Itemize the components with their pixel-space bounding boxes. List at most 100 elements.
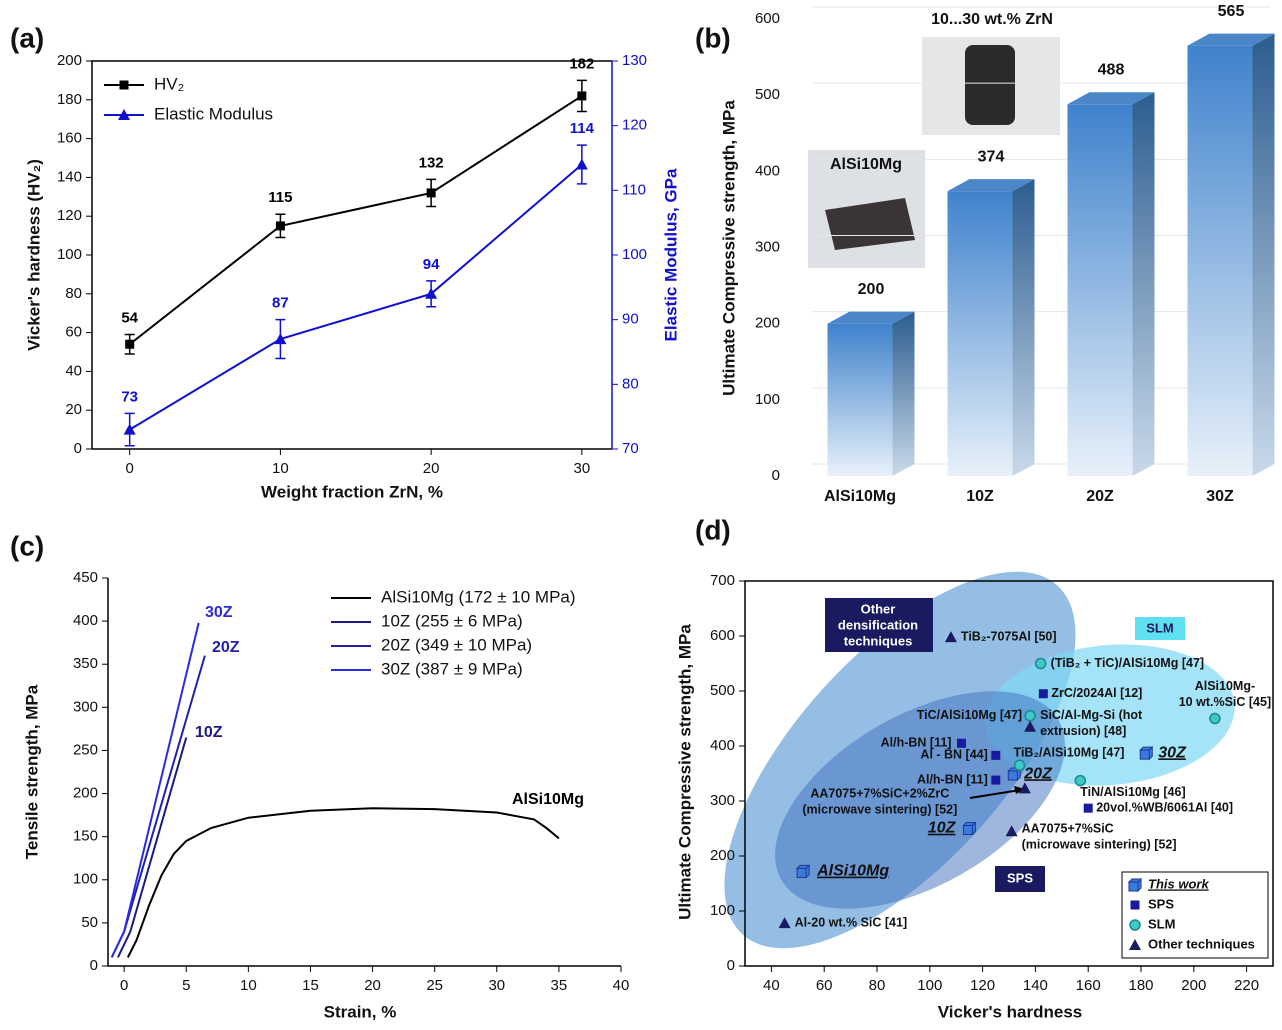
annotation: AlSi10Mg bbox=[830, 156, 902, 173]
x-tick-label: 40 bbox=[613, 977, 630, 994]
data-label: 132 bbox=[419, 154, 444, 171]
bar-side bbox=[1253, 34, 1275, 476]
y2-tick-label: 120 bbox=[622, 117, 647, 134]
panel-label: (a) bbox=[10, 22, 44, 53]
y2-tick-label: 110 bbox=[622, 181, 646, 198]
data-label: 87 bbox=[272, 295, 289, 312]
y2-tick-label: 70 bbox=[622, 440, 639, 457]
y-tick-label: 300 bbox=[710, 792, 735, 809]
data-label: 488 bbox=[1098, 62, 1125, 79]
data-label: 115 bbox=[268, 189, 292, 206]
marker bbox=[120, 81, 129, 90]
legend-label: 30Z (387 ± 9 MPa) bbox=[381, 659, 523, 678]
legend-label: SLM bbox=[1148, 916, 1175, 931]
region-label: SPS bbox=[1007, 870, 1033, 885]
marker bbox=[1036, 659, 1046, 669]
series-line bbox=[130, 164, 582, 429]
y-tick-label: 500 bbox=[710, 682, 735, 699]
x-tick-label: 80 bbox=[869, 977, 886, 994]
panel-label: (c) bbox=[10, 530, 44, 561]
y2-axis-label: Elastic Modulus, GPa bbox=[661, 168, 680, 341]
y-tick-label: 0 bbox=[90, 957, 98, 974]
region-label: SLM bbox=[1146, 620, 1173, 635]
x-tick-label: 10 bbox=[240, 977, 257, 994]
y-tick-label: 150 bbox=[73, 828, 98, 845]
point-label: AA7075+7%SiC+2%ZrC bbox=[810, 787, 949, 801]
y-tick-label: 200 bbox=[755, 315, 780, 332]
point-label: TiC/AlSi10Mg [47] bbox=[917, 708, 1022, 722]
x-tick-label: 60 bbox=[816, 977, 833, 994]
photo-sample bbox=[965, 45, 1015, 125]
point-label: TiB₂-7075Al [50] bbox=[961, 629, 1057, 643]
x-tick-label: 10 bbox=[272, 460, 289, 477]
marker bbox=[1084, 804, 1093, 813]
point-label: (TiB₂ + TiC)/AlSi10Mg [47] bbox=[1051, 656, 1204, 670]
marker bbox=[963, 823, 975, 835]
point-label: AA7075+7%SiC bbox=[1022, 822, 1114, 836]
marker bbox=[797, 865, 809, 877]
point-label: ZrC/2024Al [12] bbox=[1051, 686, 1142, 700]
panel-label: (b) bbox=[695, 22, 731, 53]
y-tick-label: 20 bbox=[65, 401, 82, 418]
x-tick-label: 220 bbox=[1234, 977, 1259, 994]
x-tick-label: 0 bbox=[126, 460, 134, 477]
y-tick-label: 120 bbox=[57, 207, 82, 224]
marker bbox=[577, 91, 586, 100]
point-label: 10Z bbox=[928, 820, 957, 837]
region-label: Other bbox=[861, 601, 896, 616]
y2-tick-label: 80 bbox=[622, 375, 639, 392]
y-tick-label: 60 bbox=[65, 324, 82, 341]
y-tick-label: 0 bbox=[772, 467, 780, 484]
y-tick-label: 100 bbox=[710, 902, 735, 919]
y-tick-label: 300 bbox=[755, 238, 780, 255]
marker bbox=[124, 424, 136, 435]
x-tick-label: 0 bbox=[120, 977, 128, 994]
y-tick-label: 100 bbox=[57, 246, 82, 263]
x-tick-label: 40 bbox=[763, 977, 780, 994]
bar bbox=[828, 324, 893, 476]
y-tick-label: 180 bbox=[57, 91, 82, 108]
series-line bbox=[112, 656, 205, 958]
point-label: extrusion) [48] bbox=[1040, 724, 1126, 738]
x-axis-label: Vicker's hardness bbox=[938, 1002, 1083, 1021]
y-tick-label: 80 bbox=[65, 285, 82, 302]
marker bbox=[991, 776, 1000, 785]
point-label: Al/h-BN [11] bbox=[917, 772, 988, 786]
y-tick-label: 400 bbox=[755, 162, 780, 179]
y2-tick-label: 100 bbox=[622, 246, 647, 263]
y-tick-label: 100 bbox=[755, 391, 780, 408]
y-axis-label: Ultimate Compressive strength, MPa bbox=[719, 100, 738, 396]
y2-tick-label: 130 bbox=[622, 52, 647, 69]
marker bbox=[576, 158, 588, 169]
x-axis-label: Strain, % bbox=[324, 1002, 397, 1021]
axis-frame bbox=[108, 578, 621, 966]
point-label: 30Z bbox=[1158, 744, 1187, 761]
y2-tick-label: 90 bbox=[622, 311, 639, 328]
y-tick-label: 450 bbox=[73, 569, 98, 586]
data-label: 374 bbox=[978, 148, 1005, 165]
point-label: (microwave sintering) [52] bbox=[802, 803, 957, 817]
marker bbox=[991, 751, 1000, 760]
data-label: 182 bbox=[569, 55, 594, 72]
bar bbox=[1068, 104, 1133, 476]
bar bbox=[1188, 46, 1253, 476]
x-tick-label: 30 bbox=[488, 977, 505, 994]
x-tick-label: 30 bbox=[574, 460, 591, 477]
legend-label: HV₂ bbox=[154, 74, 184, 93]
y-tick-label: 200 bbox=[710, 847, 735, 864]
bar-side bbox=[1013, 179, 1035, 476]
legend-label: 20Z (349 ± 10 MPa) bbox=[381, 635, 532, 654]
y-tick-label: 0 bbox=[74, 440, 82, 457]
marker bbox=[1025, 711, 1035, 721]
y-tick-label: 500 bbox=[755, 86, 780, 103]
data-label: 54 bbox=[121, 310, 138, 327]
data-label: 114 bbox=[570, 120, 595, 137]
y-tick-label: 100 bbox=[73, 871, 98, 888]
point-label: (microwave sintering) [52] bbox=[1022, 838, 1177, 852]
annotation: 30Z bbox=[205, 604, 233, 621]
marker bbox=[1131, 901, 1140, 910]
marker bbox=[1015, 760, 1025, 770]
region-label: densification bbox=[838, 617, 918, 632]
y-tick-label: 400 bbox=[710, 737, 735, 754]
y-tick-label: 160 bbox=[57, 130, 82, 147]
